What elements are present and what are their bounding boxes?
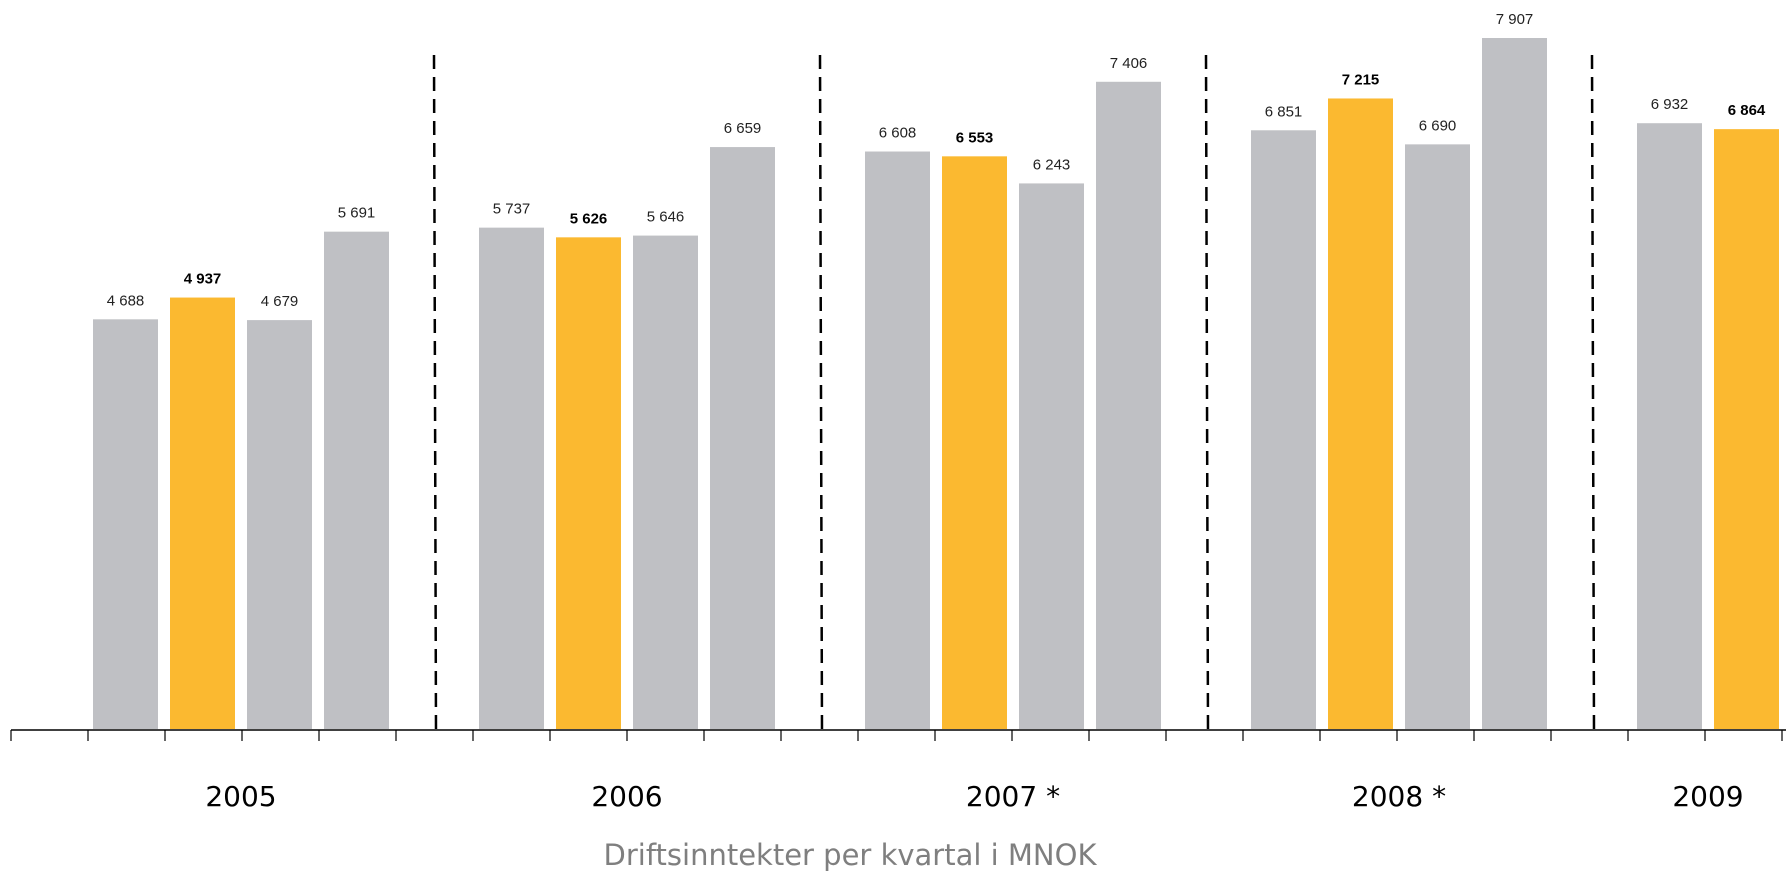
year-separator: [1590, 54, 1596, 735]
value-label: 4 688: [107, 292, 145, 309]
value-label: 6 851: [1265, 103, 1303, 120]
bar-2006-q3: [633, 235, 698, 729]
year-label: 2009: [1672, 780, 1743, 813]
year-labels-layer: 2005 2006 2007 * 2008 * 2009: [205, 780, 1743, 813]
value-label: 7 406: [1110, 55, 1148, 72]
bar-2007-q4: [1096, 81, 1161, 730]
x-axis-caption: Driftsinntekter per kvartal i MNOK: [604, 838, 1098, 872]
year-label: 2006: [591, 780, 662, 813]
value-label: 5 737: [493, 201, 531, 218]
value-label: 5 691: [338, 205, 376, 222]
bar-2009-q1: [1637, 123, 1702, 729]
x-axis-ticks: [10, 730, 1783, 741]
year-separators: [432, 54, 1596, 735]
value-label: 4 937: [184, 271, 222, 288]
bar-2007-q1: [865, 151, 930, 729]
year-separator: [818, 54, 824, 735]
bar-2008-q1: [1251, 130, 1316, 730]
bar-2006-q2: [556, 237, 621, 729]
bar-2008-q3: [1405, 144, 1470, 730]
value-label: 7 215: [1342, 71, 1380, 88]
value-label: 5 646: [647, 209, 685, 226]
year-label: 2005: [205, 780, 276, 813]
value-label: 6 608: [879, 125, 917, 142]
bar-2008-q4: [1482, 38, 1547, 729]
value-label: 6 553: [956, 129, 994, 146]
bar-2007-q2: [942, 156, 1007, 730]
year-separator: [432, 54, 438, 735]
year-label: 2007 *: [966, 780, 1060, 813]
year-label: 2008 *: [1352, 780, 1446, 813]
bar-2009-q2: [1714, 129, 1779, 729]
value-label: 6 932: [1651, 96, 1689, 113]
value-label: 4 679: [261, 293, 299, 310]
value-labels-layer: 4 688 4 937 4 679 5 691 5 737 5 626 5 646 6 659…: [107, 11, 1766, 310]
value-label: 6 690: [1419, 117, 1457, 134]
bar-2006-q1: [479, 227, 544, 729]
bars-layer: [93, 38, 1779, 730]
bar-2006-q4: [710, 147, 775, 730]
value-label: 6 659: [724, 120, 762, 137]
value-label: 6 243: [1033, 156, 1071, 173]
bar-2008-q2: [1328, 98, 1393, 730]
year-separator: [1204, 54, 1210, 735]
bar-2005-q3: [247, 320, 312, 729]
bar-2005-q2: [170, 297, 235, 729]
value-label: 5 626: [570, 210, 608, 227]
bar-2007-q3: [1019, 183, 1084, 730]
bar-2005-q4: [324, 231, 389, 730]
value-label: 6 864: [1728, 102, 1766, 119]
value-label: 7 907: [1496, 11, 1534, 28]
bar-2005-q1: [93, 319, 158, 729]
